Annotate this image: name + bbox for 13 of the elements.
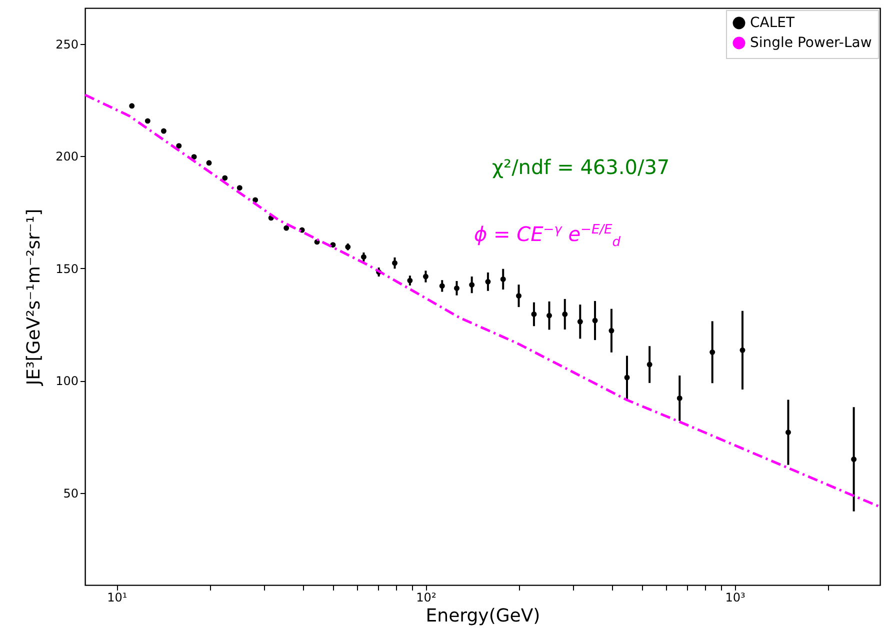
- x-tick-label: 10¹: [107, 590, 128, 604]
- y-tick-label: 50: [63, 486, 78, 500]
- legend-label: Single Power-Law: [750, 35, 872, 51]
- y-tick-label: 150: [56, 262, 78, 276]
- y-tick-label: 200: [56, 150, 78, 164]
- x-tick-label: 10²: [416, 590, 436, 604]
- x-tick-label: 10³: [725, 590, 746, 604]
- legend-label: CALET: [750, 15, 795, 31]
- x-axis-title: Energy(GeV): [426, 606, 540, 626]
- y-tick-label: 100: [56, 374, 78, 388]
- y-tick-label: 250: [56, 37, 78, 52]
- y-axis-title: JE³[GeV²s⁻¹m⁻²sr⁻¹]: [24, 208, 45, 386]
- annotation: χ²/ndf = 463.0/37: [492, 155, 670, 179]
